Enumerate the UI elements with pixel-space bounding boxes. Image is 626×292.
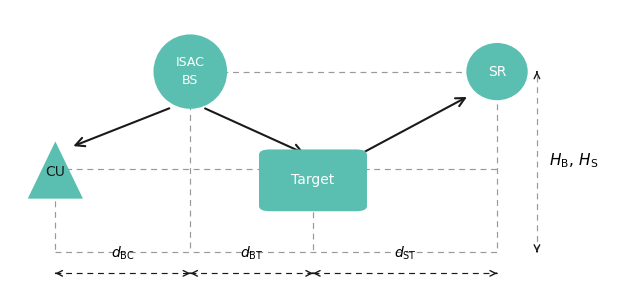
FancyBboxPatch shape bbox=[259, 150, 367, 211]
Text: Target: Target bbox=[291, 173, 335, 187]
Text: ISAC
BS: ISAC BS bbox=[176, 56, 205, 87]
Text: $d_{\mathrm{BT}}$: $d_{\mathrm{BT}}$ bbox=[240, 245, 264, 263]
Text: $d_{\mathrm{ST}}$: $d_{\mathrm{ST}}$ bbox=[394, 245, 416, 263]
Ellipse shape bbox=[466, 43, 528, 100]
Text: $H_{\mathrm{B}},\, H_{\mathrm{S}}$: $H_{\mathrm{B}},\, H_{\mathrm{S}}$ bbox=[549, 151, 598, 170]
Text: SR: SR bbox=[488, 65, 506, 79]
Text: CU: CU bbox=[46, 165, 65, 179]
Ellipse shape bbox=[153, 34, 227, 109]
Text: $d_{\mathrm{BC}}$: $d_{\mathrm{BC}}$ bbox=[111, 245, 135, 263]
Polygon shape bbox=[28, 141, 83, 199]
